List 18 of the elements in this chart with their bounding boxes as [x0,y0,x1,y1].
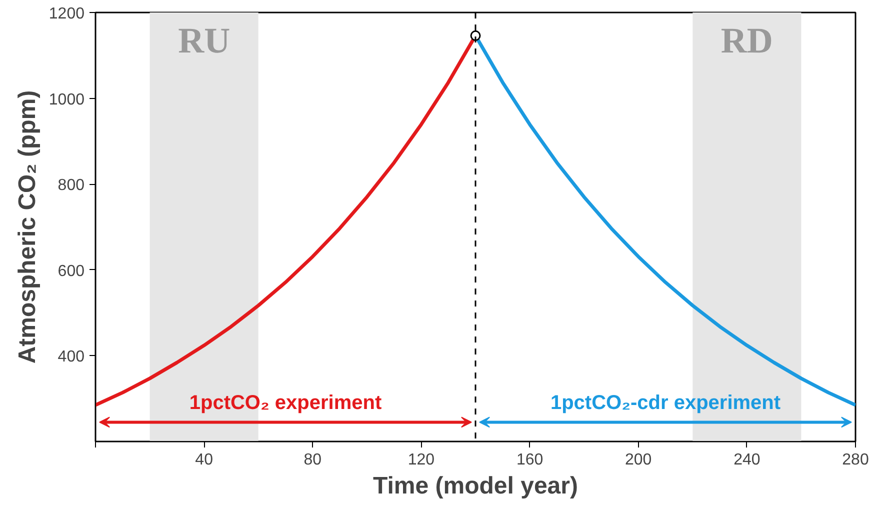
y-tick-label: 1000 [48,91,85,108]
y-axis-title: Atmospheric CO₂ (ppm) [14,90,41,364]
x-tick-label: 240 [734,452,760,468]
x-tick-label: 280 [842,452,869,468]
x-tick-label: 80 [304,452,322,468]
y-tick-label: 400 [58,348,85,366]
y-tick-label: 600 [58,262,85,280]
band-label: RD [720,20,773,60]
y-tick-label: 1200 [48,6,85,22]
x-axis-title: Time (model year) [373,472,578,500]
annotation: 1pctCO₂-cdr experiment [550,392,781,414]
x-tick-label: 120 [408,452,435,468]
x-tick-label: 200 [625,452,652,468]
annotation: 1pctCO₂ experiment [189,392,382,414]
x-tick-label: 160 [516,452,544,468]
x-tick-label: 40 [195,452,214,468]
y-tick-label: 800 [58,177,85,194]
band-label: RU [178,20,230,60]
